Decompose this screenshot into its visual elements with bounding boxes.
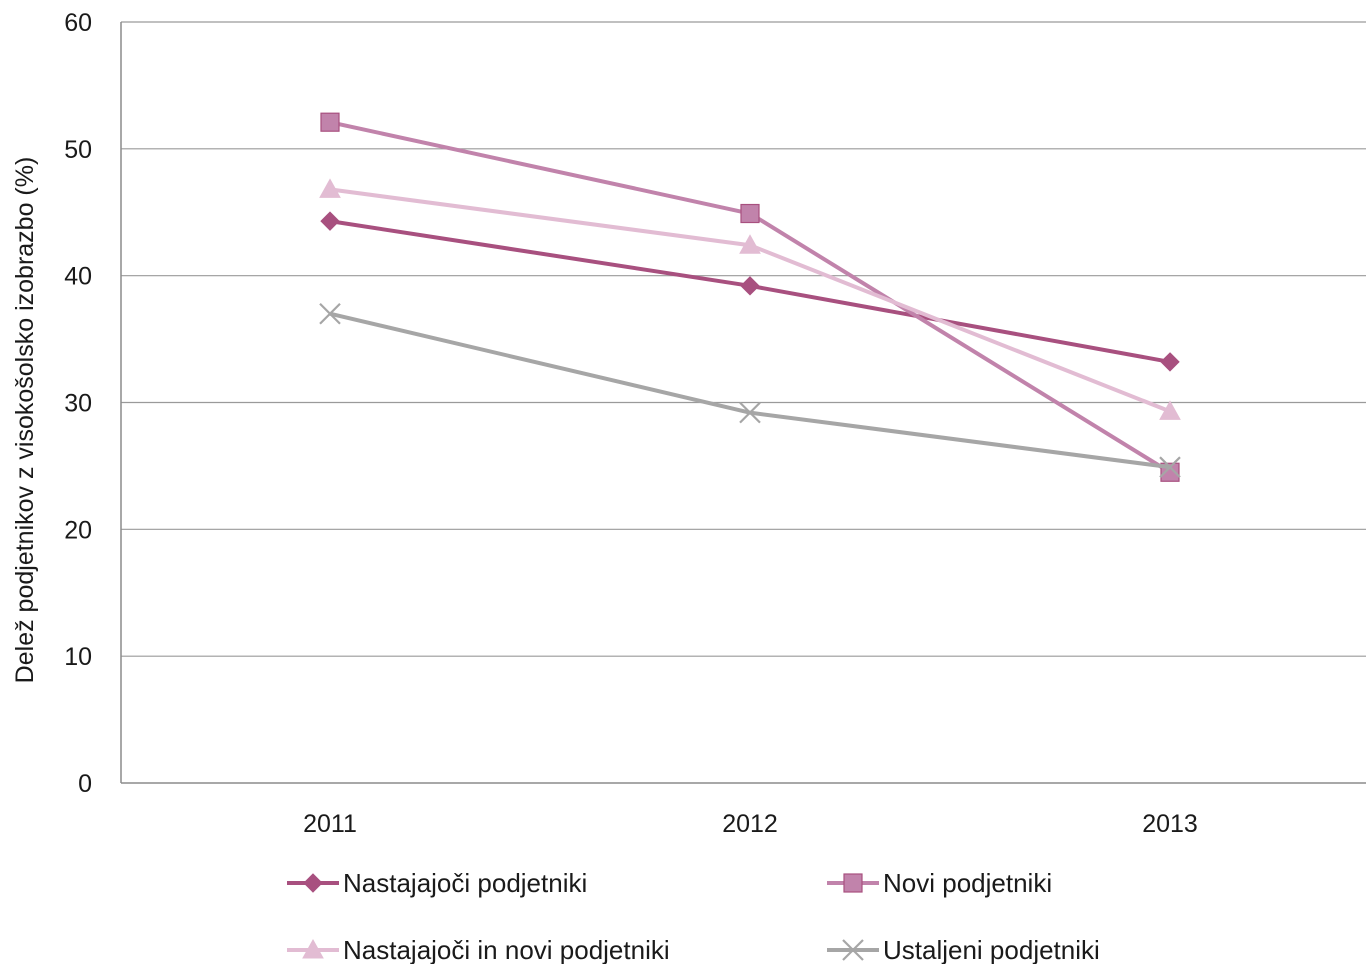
legend-item: Nastajajoči podjetniki (287, 868, 587, 898)
series-line (329, 120, 1172, 474)
y-tick-label: 40 (64, 263, 92, 291)
y-axis-title: Delež podjetnikov z visokošolsko izobraz… (11, 157, 39, 684)
data-point (319, 178, 341, 198)
series-4 (319, 302, 1181, 478)
series-lines (319, 112, 1181, 482)
data-point (1159, 456, 1181, 478)
axes (120, 22, 1366, 784)
y-tick-label: 30 (64, 390, 92, 418)
gridlines (121, 21, 1366, 657)
series-2 (320, 112, 1180, 482)
data-point (739, 234, 761, 254)
legend-label: Novi podjetniki (883, 868, 1052, 898)
legend-marker (842, 939, 864, 961)
data-point (319, 302, 341, 325)
y-tick-labels: 0 10 20 30 40 50 60 (64, 9, 92, 798)
legend-label: Ustaljeni podjetniki (883, 935, 1100, 964)
y-tick-label: 60 (64, 9, 92, 37)
legend-marker (302, 938, 324, 959)
legend: Nastajajoči podjetniki Novi podjetniki Nas… (287, 868, 1100, 964)
x-tick-label: 2012 (722, 810, 778, 838)
legend-label: Nastajajoči in novi podjetniki (343, 935, 670, 964)
x-tick-labels: 2011 2012 2013 (303, 810, 1198, 838)
y-tick-label: 0 (78, 770, 92, 798)
y-tick-label: 50 (64, 136, 92, 164)
series-line (329, 311, 1171, 470)
data-point (740, 276, 760, 296)
y-tick-label: 20 (64, 516, 92, 544)
data-point (1159, 400, 1181, 420)
series-1 (320, 211, 1180, 372)
y-tick-label: 10 (64, 643, 92, 671)
legend-label: Nastajajoči podjetniki (343, 868, 587, 898)
data-point (320, 211, 340, 231)
x-tick-label: 2011 (303, 810, 357, 838)
x-tick-label: 2013 (1142, 810, 1198, 838)
series-3 (319, 178, 1181, 420)
legend-item: Ustaljeni podjetniki (827, 935, 1100, 964)
legend-item: Novi podjetniki (827, 868, 1052, 898)
legend-marker (843, 873, 863, 893)
legend-item: Nastajajoči in novi podjetniki (287, 935, 670, 964)
data-point (739, 401, 761, 424)
data-point (740, 203, 760, 224)
data-point (1160, 352, 1180, 372)
legend-marker (303, 873, 323, 893)
data-point (320, 112, 340, 132)
